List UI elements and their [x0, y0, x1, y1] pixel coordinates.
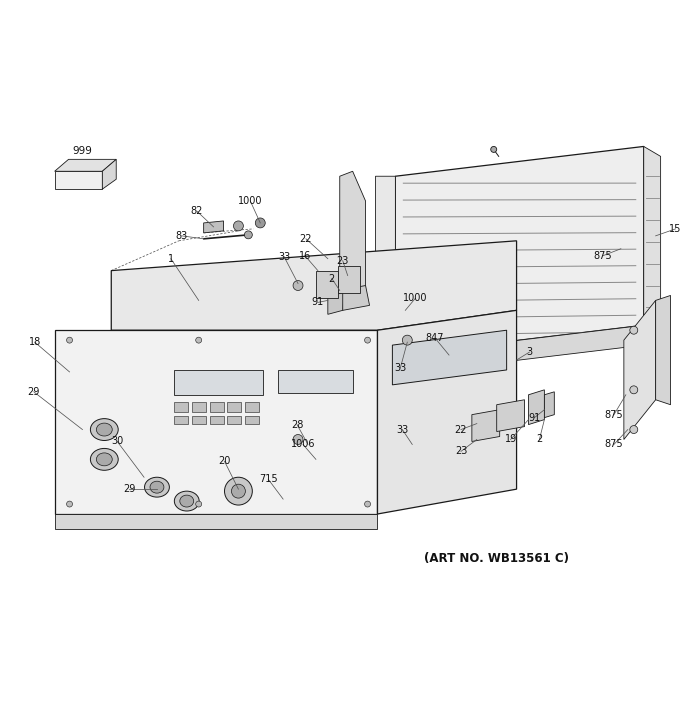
Circle shape	[491, 146, 496, 152]
Text: 0:00: 0:00	[441, 354, 458, 362]
Polygon shape	[278, 370, 353, 393]
Text: 20: 20	[218, 456, 231, 466]
Polygon shape	[245, 402, 259, 412]
Polygon shape	[54, 514, 377, 529]
Text: 23: 23	[337, 256, 349, 265]
Text: 3: 3	[526, 347, 532, 357]
Text: 30: 30	[111, 436, 123, 447]
Polygon shape	[228, 415, 241, 423]
Circle shape	[231, 484, 245, 498]
Text: 875: 875	[605, 410, 624, 420]
Circle shape	[403, 335, 412, 345]
Text: 91: 91	[528, 413, 541, 423]
Polygon shape	[209, 402, 224, 412]
Text: 29: 29	[123, 484, 135, 494]
Text: 82: 82	[190, 206, 203, 216]
Text: (ART NO. WB13561 C): (ART NO. WB13561 C)	[424, 552, 569, 566]
Polygon shape	[340, 171, 366, 296]
Circle shape	[196, 501, 202, 507]
Circle shape	[364, 337, 371, 343]
Polygon shape	[392, 330, 507, 385]
Polygon shape	[102, 160, 116, 189]
Ellipse shape	[90, 449, 118, 471]
Polygon shape	[624, 300, 656, 439]
Polygon shape	[496, 399, 524, 431]
Circle shape	[364, 501, 371, 507]
Text: 875: 875	[594, 251, 612, 261]
Text: 847: 847	[426, 334, 444, 343]
Ellipse shape	[97, 423, 112, 436]
Circle shape	[255, 218, 265, 228]
Circle shape	[293, 281, 303, 291]
Circle shape	[196, 337, 202, 343]
Polygon shape	[112, 241, 517, 330]
Polygon shape	[192, 415, 205, 423]
Text: 1: 1	[168, 254, 174, 264]
Text: 16: 16	[299, 251, 311, 261]
Text: 2: 2	[328, 273, 335, 283]
Circle shape	[293, 434, 303, 444]
Text: 875: 875	[605, 439, 624, 450]
Polygon shape	[174, 370, 263, 395]
Polygon shape	[340, 286, 369, 310]
Text: 2: 2	[537, 434, 543, 444]
Polygon shape	[395, 326, 644, 375]
Text: 19: 19	[505, 434, 517, 444]
Polygon shape	[228, 402, 241, 412]
Polygon shape	[54, 171, 102, 189]
Ellipse shape	[97, 453, 112, 466]
Text: 1000: 1000	[403, 294, 428, 304]
Text: 1000: 1000	[238, 196, 262, 206]
Circle shape	[244, 231, 252, 239]
Polygon shape	[472, 410, 500, 442]
Polygon shape	[209, 415, 224, 423]
Polygon shape	[54, 160, 116, 171]
Ellipse shape	[90, 418, 118, 441]
Text: 15: 15	[669, 224, 680, 234]
Polygon shape	[395, 146, 644, 355]
Ellipse shape	[174, 491, 199, 511]
Polygon shape	[377, 310, 517, 514]
Polygon shape	[174, 402, 188, 412]
Ellipse shape	[180, 495, 194, 507]
Circle shape	[67, 501, 73, 507]
Text: 28: 28	[291, 420, 303, 430]
Polygon shape	[203, 221, 224, 233]
Polygon shape	[545, 392, 554, 418]
Polygon shape	[375, 176, 395, 375]
Text: 999: 999	[73, 146, 92, 157]
Ellipse shape	[145, 477, 169, 497]
Text: 1006: 1006	[291, 439, 316, 450]
Text: 23: 23	[455, 447, 467, 457]
Polygon shape	[54, 330, 377, 514]
Circle shape	[630, 386, 638, 394]
Polygon shape	[644, 146, 660, 345]
Text: 715: 715	[259, 474, 277, 484]
Text: 83: 83	[175, 231, 188, 241]
Circle shape	[630, 426, 638, 434]
Polygon shape	[528, 390, 545, 425]
Text: 33: 33	[278, 252, 290, 262]
Ellipse shape	[150, 481, 164, 493]
Text: 91: 91	[311, 297, 324, 307]
Text: 29: 29	[28, 387, 40, 397]
Text: 22: 22	[300, 234, 312, 244]
Polygon shape	[656, 296, 670, 405]
Circle shape	[67, 337, 73, 343]
Text: 33: 33	[394, 363, 407, 373]
Polygon shape	[192, 402, 205, 412]
Polygon shape	[338, 265, 360, 294]
Polygon shape	[174, 415, 188, 423]
Text: 33: 33	[396, 425, 409, 434]
Circle shape	[224, 477, 252, 505]
Text: 22: 22	[455, 425, 467, 434]
Polygon shape	[328, 292, 343, 315]
Polygon shape	[316, 270, 338, 299]
Text: 18: 18	[29, 337, 41, 347]
Circle shape	[233, 221, 243, 231]
Polygon shape	[245, 415, 259, 423]
Circle shape	[630, 326, 638, 334]
